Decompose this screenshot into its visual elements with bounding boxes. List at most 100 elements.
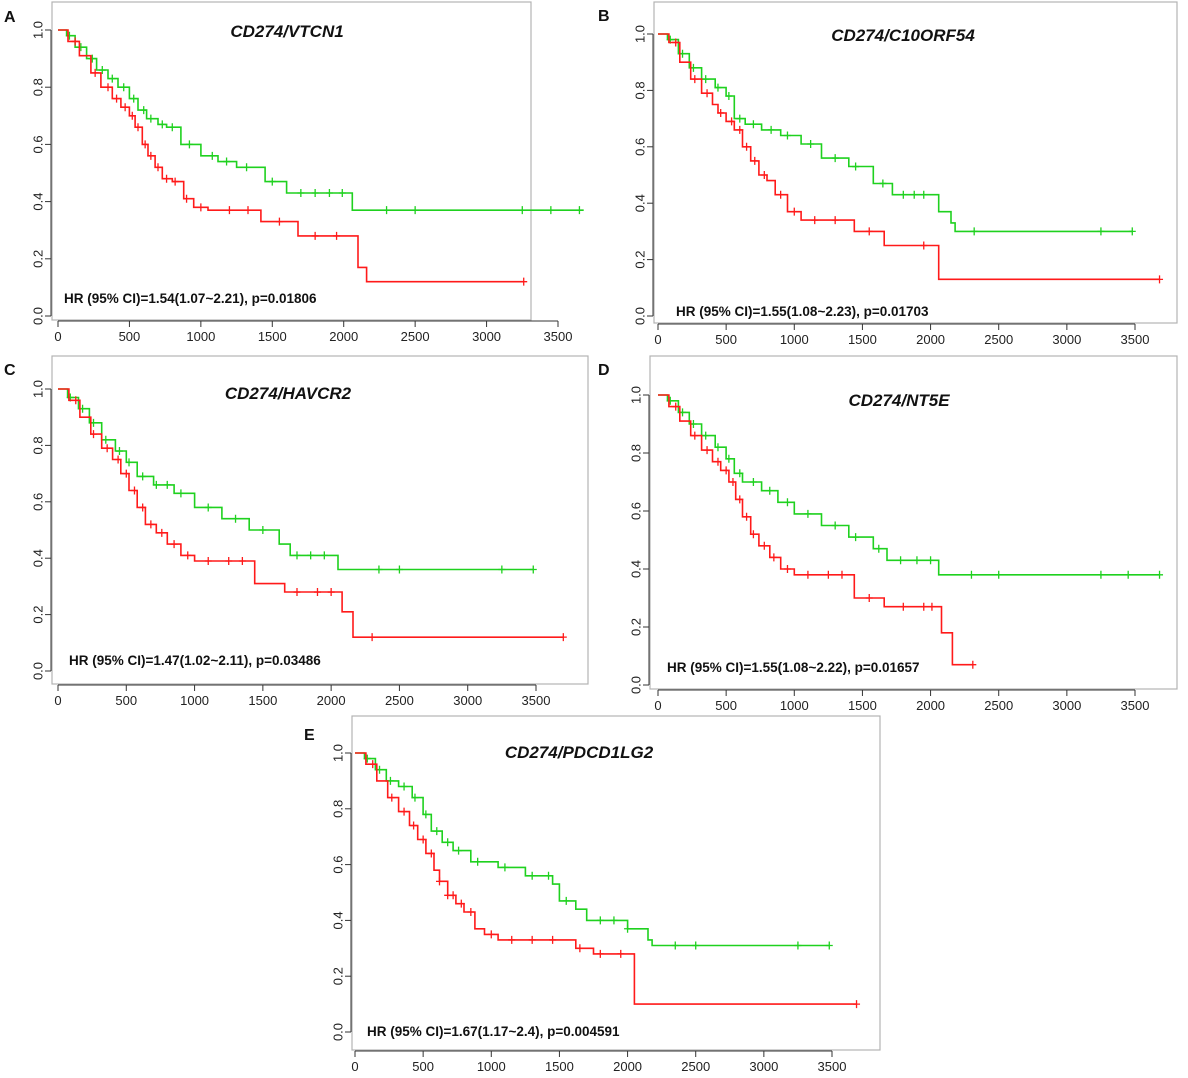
y-tick-label: 0.2 (330, 967, 345, 985)
censor-mark-low (158, 120, 166, 129)
censor-mark-high (184, 551, 192, 560)
censor-mark-high (369, 760, 377, 769)
censor-mark-high (122, 469, 130, 478)
censor-mark-high (760, 541, 768, 550)
x-tick-label: 500 (115, 693, 137, 708)
censor-mark-low (783, 498, 791, 507)
x-tick-label: 1500 (545, 1059, 574, 1074)
censor-mark-low (268, 177, 276, 186)
y-tick-label: 0.2 (632, 251, 647, 269)
x-tick-label: 1500 (258, 329, 287, 344)
censor-mark-high (751, 156, 759, 165)
y-tick-label: 0.8 (632, 81, 647, 99)
censor-mark-low (65, 31, 73, 40)
censor-mark-low (338, 189, 346, 198)
censor-mark-high (139, 503, 147, 512)
censor-mark-low (115, 447, 123, 456)
x-tick-label: 500 (715, 332, 737, 347)
censor-mark-low (243, 163, 251, 172)
y-tick-label: 0.0 (30, 307, 45, 325)
censor-mark-high (238, 557, 246, 566)
panel-letter: B (598, 8, 610, 25)
plot-frame (351, 715, 881, 1051)
y-tick-label: 0.4 (30, 193, 45, 211)
censor-mark-low (375, 565, 383, 574)
censor-mark-low (807, 139, 815, 148)
censor-mark-low (395, 565, 403, 574)
chart-title: CD274/VTCN1 (230, 22, 343, 41)
censor-mark-high (134, 123, 142, 132)
x-tick-label: 1000 (780, 698, 809, 713)
censor-mark-low (783, 131, 791, 140)
censor-mark-low (474, 857, 482, 866)
censor-mark-low (967, 570, 975, 579)
y-tick-label: 0.2 (30, 606, 45, 624)
censor-mark-low (766, 486, 774, 495)
x-tick-label: 3500 (818, 1059, 847, 1074)
censor-mark-low (725, 92, 733, 101)
censor-mark-high (928, 602, 936, 611)
censor-mark-high (197, 203, 205, 212)
y-tick-label: 0.6 (30, 493, 45, 511)
censor-mark-high (760, 171, 768, 179)
censor-mark-low (529, 565, 537, 574)
censor-mark-high (141, 140, 149, 149)
censor-mark-high (435, 877, 443, 886)
censor-mark-high (691, 75, 699, 84)
censor-mark-high (703, 446, 711, 455)
censor-mark-high (714, 457, 722, 466)
censor-mark-low (610, 916, 618, 925)
censor-mark-low (666, 396, 674, 405)
censor-mark-high (244, 206, 252, 215)
y-tick-label: 0.6 (330, 856, 345, 874)
x-tick-label: 3000 (1052, 698, 1081, 713)
censor-mark-low (702, 75, 710, 84)
plot-frame (649, 355, 1178, 690)
x-tick-label: 2000 (916, 698, 945, 713)
censor-mark-high (170, 540, 178, 549)
x-tick-label: 2500 (984, 332, 1013, 347)
censor-mark-high (691, 431, 699, 440)
y-tick-label: 0.8 (330, 800, 345, 818)
censor-mark-high (368, 633, 376, 642)
censor-mark-low (163, 480, 171, 489)
censor-mark-low (320, 551, 328, 560)
y-tick-label: 0.0 (628, 676, 643, 694)
censor-mark-high (91, 68, 99, 77)
y-tick-label: 0.0 (632, 307, 647, 325)
panel-letter: C (4, 362, 16, 379)
censor-mark-high (899, 602, 907, 611)
x-tick-label: 3500 (1121, 698, 1150, 713)
x-tick-label: 3500 (522, 693, 551, 708)
plot-frame (653, 1, 1178, 324)
censor-mark-low (575, 206, 583, 215)
censor-mark-high (672, 38, 680, 47)
x-tick-label: 0 (654, 698, 661, 713)
censor-mark-low (152, 480, 160, 489)
censor-mark-low (102, 435, 110, 444)
censor-mark-low (433, 827, 441, 836)
censor-mark-low (411, 793, 419, 802)
x-tick-label: 2500 (401, 329, 430, 344)
panel-d: D CD274/NT5E 0 500 1000 1500 2000 2500 3000 3500 0… (598, 355, 1178, 713)
censor-mark-high (777, 190, 785, 199)
censor-mark-high (729, 478, 737, 486)
censor-mark-high (225, 206, 233, 215)
censor-mark-high (596, 949, 604, 958)
censor-mark-high (749, 530, 757, 539)
censor-mark-high (147, 151, 155, 160)
censor-mark-low (702, 431, 710, 440)
censor-mark-high (275, 217, 283, 226)
censor-mark-low (562, 896, 570, 905)
y-tick-label: 1.0 (330, 744, 345, 762)
hr-annotation: HR (95% CI)=1.54(1.07~2.21), p=0.01806 (64, 291, 317, 306)
x-tick-label: 2500 (681, 1059, 710, 1074)
censor-mark-low (518, 206, 526, 215)
censor-mark-low (293, 551, 301, 560)
censor-mark-high (225, 557, 233, 566)
panel-letter: A (4, 9, 16, 26)
censor-mark-high (313, 588, 321, 597)
censor-mark-low (671, 941, 679, 950)
censor-mark-low (875, 544, 883, 553)
